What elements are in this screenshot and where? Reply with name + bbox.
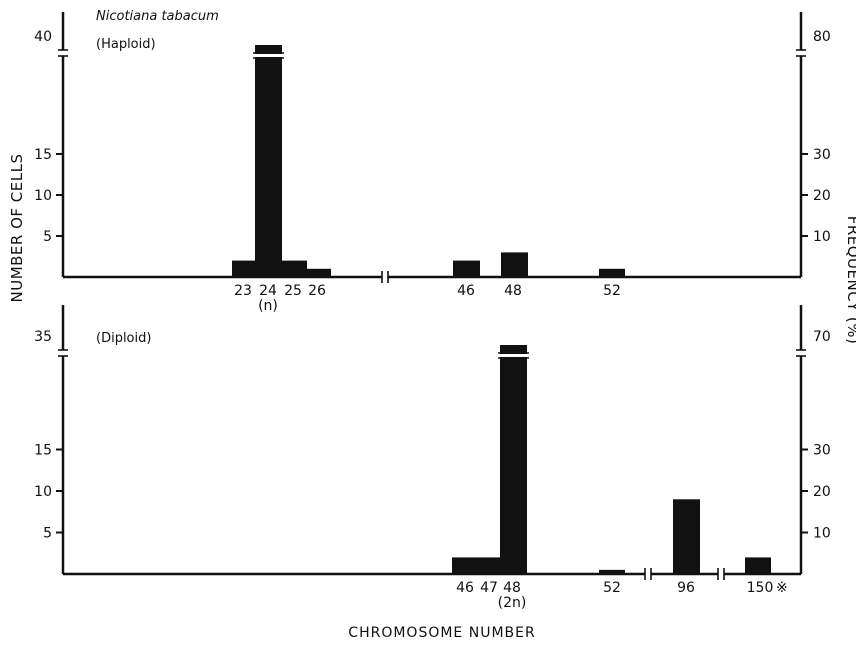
bar-46 bbox=[452, 557, 476, 574]
bar-48 bbox=[501, 252, 528, 277]
bar-52 bbox=[599, 569, 625, 574]
axis-break-gap bbox=[795, 350, 807, 356]
bar-48 bbox=[500, 345, 527, 574]
x-tick-label-52: 52 bbox=[603, 283, 621, 299]
bar-46 bbox=[453, 260, 480, 277]
y-tick-label-right: 10 bbox=[813, 526, 831, 542]
axis-break-gap bbox=[795, 50, 807, 56]
bar-96 bbox=[673, 499, 700, 574]
haploid-panel: 5 10 10 20 15 30 40 80 (Haploid) 23 24(n) 25 26 46 48 5… bbox=[34, 12, 831, 314]
y-tick-label-left: 10 bbox=[34, 188, 52, 204]
x-axis-label: CHROMOSOME NUMBER bbox=[348, 625, 535, 641]
y-tick-label-left: 10 bbox=[34, 484, 52, 500]
diploid-panel: 5 10 10 20 15 30 35 70 (Diploid) 46 47 48(2n) 52 96 15… bbox=[34, 305, 831, 611]
panel-label: (Diploid) bbox=[96, 331, 151, 346]
x-tick-label-48: 48 bbox=[503, 580, 521, 596]
axis-break-gap bbox=[57, 350, 69, 356]
y-axis-label-left: NUMBER OF CELLS bbox=[8, 154, 26, 303]
bar-25 bbox=[282, 260, 307, 277]
y-tick-label-right: 30 bbox=[813, 443, 831, 459]
y-tick-label-left: 5 bbox=[43, 526, 52, 542]
x-tick-label-47: 47 bbox=[480, 580, 498, 596]
y-tick-label-left: 5 bbox=[43, 229, 52, 245]
x-tick-label-23: 23 bbox=[234, 283, 252, 299]
x-axis-break-gap bbox=[382, 273, 388, 281]
y-axis-label-right: FREQUENCY (%) bbox=[844, 216, 856, 345]
y-tick-label-right: 20 bbox=[813, 484, 831, 500]
x-tick-label-26: 26 bbox=[308, 283, 326, 299]
y-tick-label-right-top: 70 bbox=[813, 329, 831, 345]
x-axis-break-gap bbox=[718, 570, 724, 578]
chart-title: Nicotiana tabacum bbox=[96, 9, 219, 24]
bar-26 bbox=[307, 268, 331, 277]
bar-23 bbox=[232, 260, 255, 277]
x-tick-label-46: 46 bbox=[457, 283, 475, 299]
y-tick-label-left-top: 40 bbox=[34, 29, 52, 45]
x-tick-label-48: 48 bbox=[504, 283, 522, 299]
x-tick-label-24: 24 bbox=[259, 283, 277, 299]
y-tick-label-left: 15 bbox=[34, 147, 52, 163]
x-sublabel-48: (2n) bbox=[498, 595, 527, 611]
panel-label: (Haploid) bbox=[96, 37, 156, 52]
x-axis-break-gap bbox=[645, 570, 651, 578]
x-tick-label-46: 46 bbox=[456, 580, 474, 596]
y-tick-label-right: 10 bbox=[813, 229, 831, 245]
bar-150 bbox=[745, 557, 771, 574]
x-tick-label-52: 52 bbox=[603, 580, 621, 596]
y-tick-label-left: 15 bbox=[34, 443, 52, 459]
x-tick-label-25: 25 bbox=[284, 283, 302, 299]
footnote-mark: ※ bbox=[776, 580, 788, 596]
y-tick-label-left-top: 35 bbox=[34, 329, 52, 345]
y-tick-label-right-top: 80 bbox=[813, 29, 831, 45]
y-tick-label-right: 30 bbox=[813, 147, 831, 163]
y-tick-label-right: 20 bbox=[813, 188, 831, 204]
bar-47 bbox=[476, 557, 500, 574]
bar-52 bbox=[599, 268, 625, 277]
x-tick-label-96: 96 bbox=[677, 580, 695, 596]
axis-break-gap bbox=[57, 50, 69, 56]
bar-24 bbox=[255, 45, 282, 277]
bar-break-gap bbox=[253, 54, 284, 57]
x-tick-label-150: 150 bbox=[747, 580, 774, 596]
bar-break-gap bbox=[498, 354, 529, 357]
x-sublabel-24: (n) bbox=[258, 298, 278, 314]
